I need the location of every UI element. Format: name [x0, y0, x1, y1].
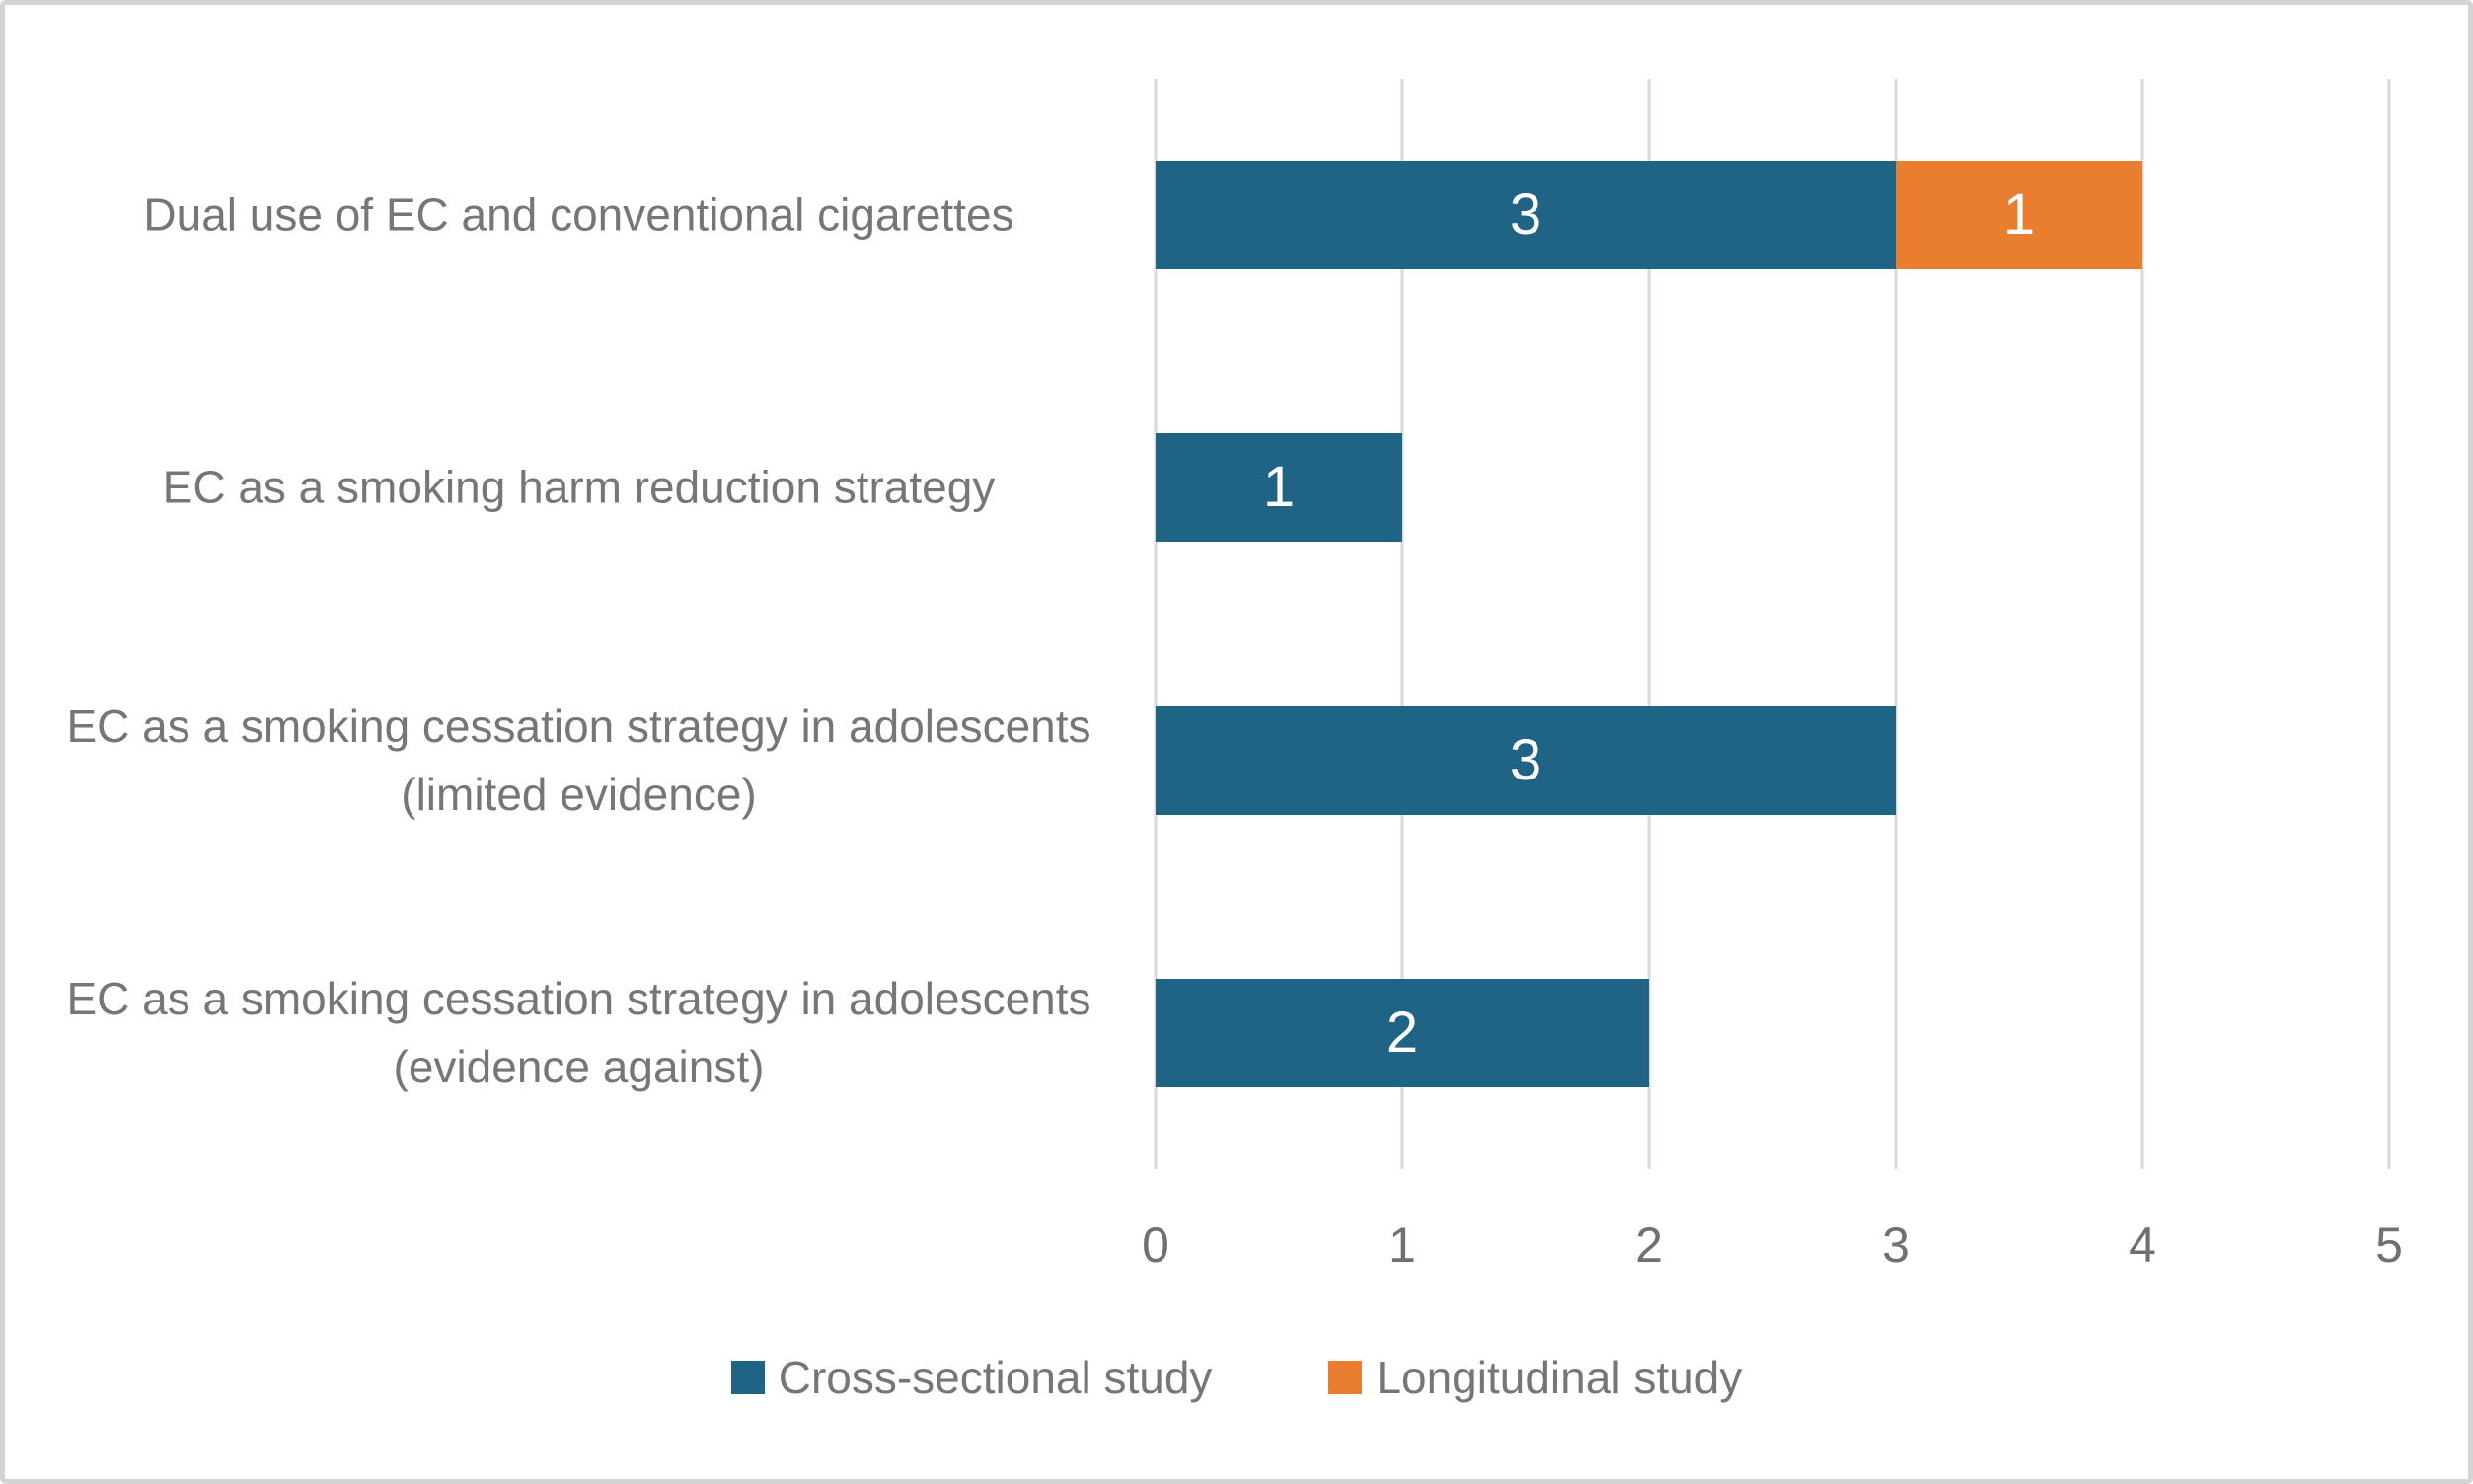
gridline-1	[1400, 79, 1404, 1169]
bar-value-label: 1	[1262, 455, 1296, 520]
bar-row-3: 2	[1156, 897, 2389, 1169]
x-tick-label-5: 5	[2375, 1218, 2403, 1273]
x-tick-label-0: 0	[1142, 1218, 1169, 1273]
category-label-0: Dual use of EC and conventional cigarett…	[143, 188, 1014, 241]
bar-segment-cross-sectional-study-row-2: 3	[1156, 705, 1896, 815]
legend-label-cross-sectional: Cross-sectional study	[778, 1352, 1213, 1403]
gridline-2	[1647, 79, 1651, 1169]
bar-value-label: 1	[2002, 183, 2036, 248]
x-tick-label-2: 2	[1635, 1218, 1663, 1273]
bar-row-1: 1	[1156, 351, 2389, 624]
x-tick-label-4: 4	[2129, 1218, 2156, 1273]
gridline-4	[2140, 79, 2144, 1169]
legend-swatch-longitudinal	[1328, 1361, 1363, 1394]
bar-segment-cross-sectional-study-row-1: 1	[1156, 433, 1402, 543]
bar-stack-1: 1	[1156, 433, 1402, 543]
gridline-5	[2387, 79, 2391, 1169]
legend-item-cross-sectional: Cross-sectional study	[730, 1352, 1213, 1403]
gridline-3	[1894, 79, 1898, 1169]
legend-label-longitudinal: Longitudinal study	[1376, 1352, 1743, 1403]
bar-value-label: 2	[1386, 1000, 1419, 1065]
bar-row-2: 3	[1156, 625, 2389, 897]
gridline-0	[1154, 79, 1158, 1169]
bar-segment-longitudinal-study-row-0: 1	[1896, 161, 2142, 270]
bar-segment-cross-sectional-study-row-3: 2	[1156, 978, 1649, 1087]
category-label-2: EC as a smoking cessation strategy in ad…	[66, 700, 1091, 820]
x-tick-label-1: 1	[1388, 1218, 1416, 1273]
bar-segment-cross-sectional-study-row-0: 3	[1156, 161, 1896, 270]
category-label-1: EC as a smoking harm reduction strategy	[162, 461, 996, 513]
bar-value-label: 3	[1509, 727, 1542, 792]
x-tick-label-3: 3	[1882, 1218, 1910, 1273]
bar-value-label: 3	[1509, 183, 1542, 248]
legend-item-longitudinal: Longitudinal study	[1328, 1355, 1742, 1400]
legend: Cross-sectional study Longitudinal study	[5, 1355, 2468, 1400]
legend-swatch-cross-sectional	[730, 1361, 765, 1394]
bar-stack-2: 3	[1156, 705, 1896, 815]
bar-stack-3: 2	[1156, 978, 1649, 1087]
category-label-3: EC as a smoking cessation strategy in ad…	[66, 972, 1091, 1092]
